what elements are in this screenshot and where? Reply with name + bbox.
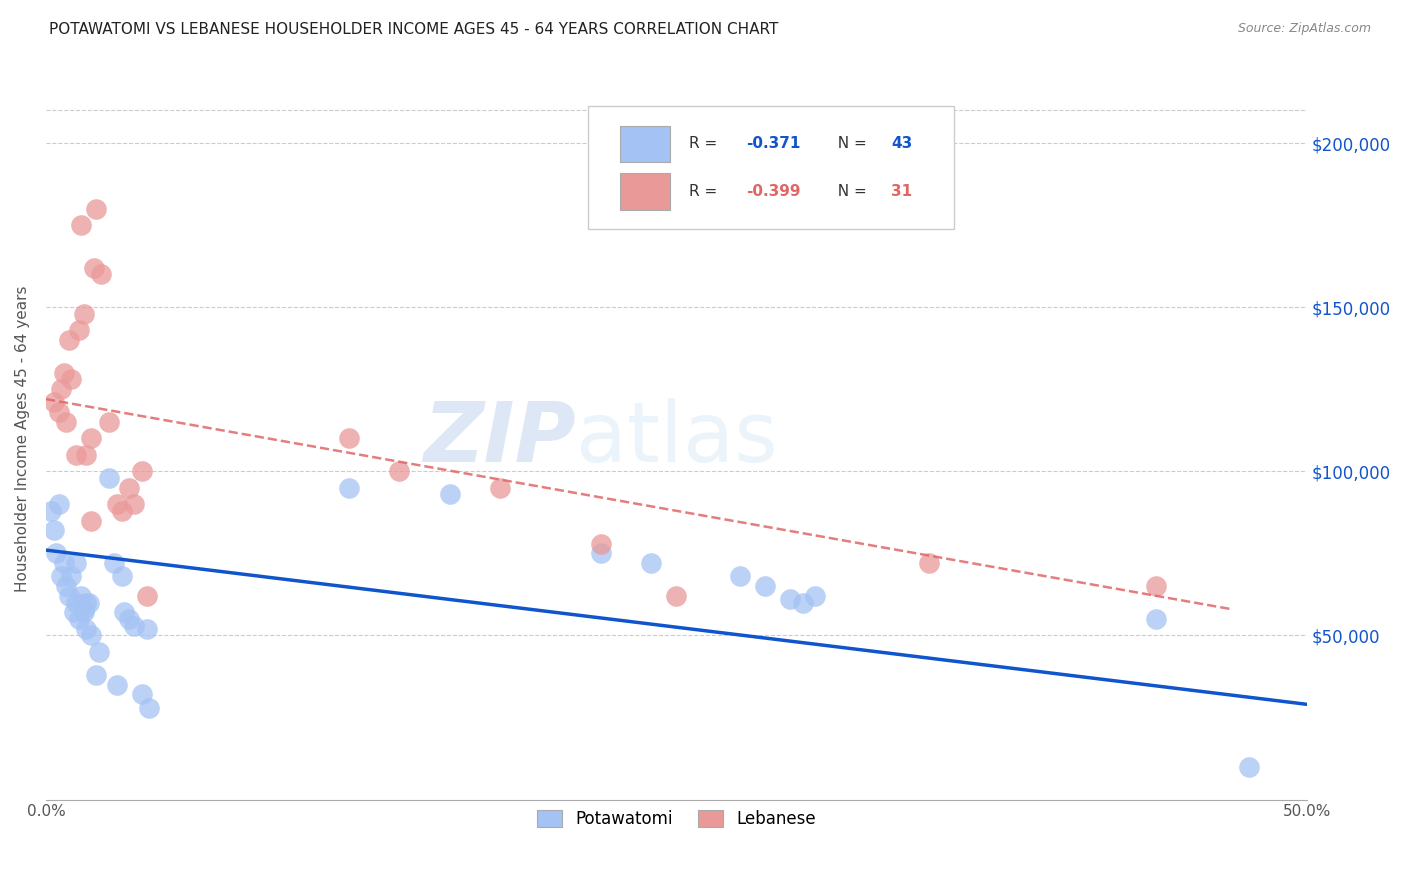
Point bbox=[39, 504, 62, 518]
Point bbox=[90, 268, 112, 282]
Point bbox=[103, 556, 125, 570]
Point bbox=[112, 606, 135, 620]
Point bbox=[73, 606, 96, 620]
Point bbox=[77, 596, 100, 610]
Point bbox=[75, 596, 97, 610]
Y-axis label: Householder Income Ages 45 - 64 years: Householder Income Ages 45 - 64 years bbox=[15, 285, 30, 591]
Point bbox=[754, 579, 776, 593]
Point bbox=[42, 524, 65, 538]
Point bbox=[665, 589, 688, 603]
Text: atlas: atlas bbox=[575, 398, 778, 479]
Point bbox=[589, 536, 612, 550]
Point bbox=[75, 448, 97, 462]
Text: R =: R = bbox=[689, 184, 723, 199]
Point bbox=[55, 579, 77, 593]
Point bbox=[65, 448, 87, 462]
Point bbox=[67, 323, 90, 337]
Point bbox=[58, 589, 80, 603]
Point bbox=[70, 218, 93, 232]
Point bbox=[52, 556, 75, 570]
Point bbox=[105, 678, 128, 692]
Point bbox=[80, 514, 103, 528]
Point bbox=[65, 556, 87, 570]
Point bbox=[489, 481, 512, 495]
Point bbox=[118, 612, 141, 626]
Point bbox=[86, 668, 108, 682]
Point bbox=[779, 592, 801, 607]
Text: 43: 43 bbox=[891, 136, 912, 152]
Point bbox=[86, 202, 108, 216]
Legend: Potawatomi, Lebanese: Potawatomi, Lebanese bbox=[530, 803, 823, 835]
Point bbox=[804, 589, 827, 603]
Point bbox=[80, 628, 103, 642]
Text: Source: ZipAtlas.com: Source: ZipAtlas.com bbox=[1237, 22, 1371, 36]
Text: POTAWATOMI VS LEBANESE HOUSEHOLDER INCOME AGES 45 - 64 YEARS CORRELATION CHART: POTAWATOMI VS LEBANESE HOUSEHOLDER INCOM… bbox=[49, 22, 779, 37]
Point bbox=[48, 497, 70, 511]
Point bbox=[111, 569, 134, 583]
Point bbox=[48, 405, 70, 419]
Point bbox=[918, 556, 941, 570]
FancyBboxPatch shape bbox=[588, 106, 953, 229]
Point bbox=[67, 612, 90, 626]
Point bbox=[122, 497, 145, 511]
Point bbox=[131, 688, 153, 702]
FancyBboxPatch shape bbox=[620, 173, 671, 210]
Point bbox=[55, 415, 77, 429]
Point bbox=[111, 504, 134, 518]
Point bbox=[728, 569, 751, 583]
Text: -0.371: -0.371 bbox=[745, 136, 800, 152]
Point bbox=[118, 481, 141, 495]
Text: ZIP: ZIP bbox=[423, 398, 575, 479]
Point bbox=[105, 497, 128, 511]
Text: 31: 31 bbox=[891, 184, 912, 199]
Point bbox=[589, 546, 612, 560]
Point bbox=[1144, 579, 1167, 593]
Point bbox=[58, 333, 80, 347]
Point bbox=[73, 307, 96, 321]
Point bbox=[45, 546, 67, 560]
Point bbox=[135, 589, 157, 603]
Point bbox=[60, 569, 83, 583]
Text: N =: N = bbox=[828, 136, 872, 152]
Point bbox=[439, 487, 461, 501]
Point bbox=[49, 569, 72, 583]
Point bbox=[62, 606, 84, 620]
Point bbox=[337, 481, 360, 495]
FancyBboxPatch shape bbox=[620, 126, 671, 162]
Point bbox=[60, 372, 83, 386]
Point bbox=[80, 432, 103, 446]
Point bbox=[98, 415, 121, 429]
Point bbox=[131, 464, 153, 478]
Point bbox=[65, 596, 87, 610]
Point bbox=[138, 700, 160, 714]
Point bbox=[792, 596, 814, 610]
Point bbox=[640, 556, 662, 570]
Point bbox=[1237, 760, 1260, 774]
Point bbox=[122, 618, 145, 632]
Point bbox=[70, 589, 93, 603]
Point bbox=[87, 645, 110, 659]
Point bbox=[49, 382, 72, 396]
Point bbox=[388, 464, 411, 478]
Point bbox=[98, 471, 121, 485]
Point bbox=[1144, 612, 1167, 626]
Text: -0.399: -0.399 bbox=[745, 184, 800, 199]
Point bbox=[73, 602, 96, 616]
Point bbox=[52, 366, 75, 380]
Point bbox=[42, 395, 65, 409]
Point bbox=[135, 622, 157, 636]
Text: R =: R = bbox=[689, 136, 723, 152]
Point bbox=[337, 432, 360, 446]
Point bbox=[83, 260, 105, 275]
Text: N =: N = bbox=[828, 184, 872, 199]
Point bbox=[75, 622, 97, 636]
